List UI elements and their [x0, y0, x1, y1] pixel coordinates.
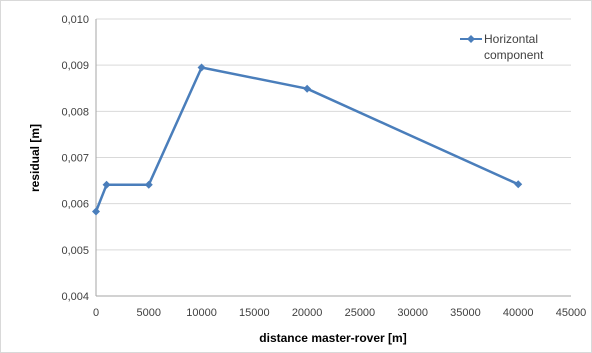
y-tick-label: 0,009	[61, 60, 89, 72]
x-tick-label: 25000	[345, 307, 376, 319]
series-layer	[92, 63, 523, 216]
y-tick-label: 0,004	[61, 291, 89, 303]
x-tick-label: 35000	[450, 307, 481, 319]
data-point-marker	[144, 180, 153, 189]
y-tick-label: 0,008	[61, 106, 89, 118]
data-point-marker	[514, 180, 523, 189]
x-tick-label: 45000	[556, 307, 587, 319]
y-tick-labels: 0,004 0,005 0,006 0,007 0,008 0,009 0,010	[61, 14, 89, 303]
x-tick-label: 40000	[503, 307, 534, 319]
legend-marker-swatch	[467, 35, 475, 43]
gridlines	[96, 18, 571, 251]
x-tick-label: 15000	[239, 307, 270, 319]
x-tick-label: 10000	[186, 307, 217, 319]
x-tick-label: 20000	[292, 307, 323, 319]
y-tick-label: 0,005	[61, 245, 89, 257]
x-tick-label: 5000	[137, 307, 161, 319]
y-tick-label: 0,006	[61, 199, 89, 211]
y-tick-label: 0,010	[61, 14, 89, 26]
axes	[95, 19, 571, 297]
legend: Horizontal component	[460, 32, 544, 62]
y-axis-label: residual [m]	[28, 124, 42, 192]
y-tick-label: 0,007	[61, 153, 89, 165]
x-tick-label: 0	[93, 307, 99, 319]
x-tick-label: 30000	[397, 307, 428, 319]
series-line	[94, 66, 519, 212]
x-tick-labels: 0 5000 10000 15000 20000 25000 30000 35000 40000…	[93, 307, 586, 319]
data-point-marker	[303, 84, 312, 93]
legend-label-line-1: Horizontal	[484, 32, 538, 46]
x-axis-label: distance master-rover [m]	[259, 331, 406, 345]
data-point-marker	[102, 180, 111, 189]
legend-label-line-2: component	[484, 48, 544, 62]
data-point-marker	[92, 207, 100, 216]
data-point-marker	[197, 63, 206, 72]
